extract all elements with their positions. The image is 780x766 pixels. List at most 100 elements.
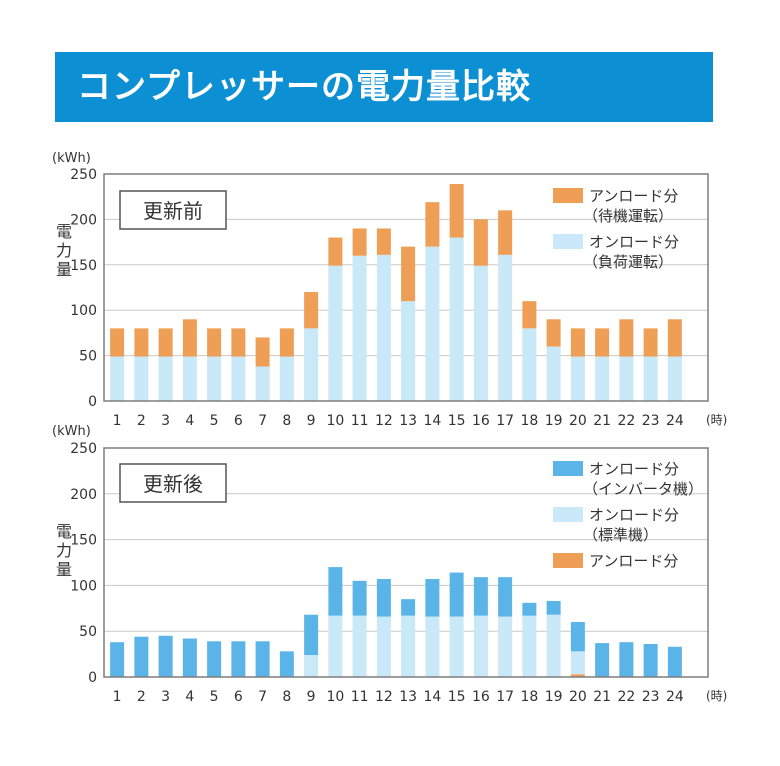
panel-1-bar-segment	[376, 228, 391, 255]
panel-2-y-tick-label: 250	[70, 441, 97, 457]
panel-2-bar-segment	[279, 651, 294, 677]
panel-1-x-tick-label: 9	[307, 413, 316, 429]
panel-2-legend-sublabel: （インバータ機）	[583, 480, 703, 498]
panel-1-bar-segment	[255, 337, 270, 367]
panel-2-legend-swatch	[553, 553, 583, 568]
panel-1-bar-segment	[425, 202, 440, 247]
panel-2-bar-segment	[643, 644, 658, 677]
panel-2-x-tick-label: 8	[282, 689, 291, 705]
panel-1-y-tick-label: 150	[70, 258, 97, 274]
panel-1-x-tick-label: 1	[113, 413, 122, 429]
panel-1-bar-segment	[401, 301, 416, 401]
panel-1-bar-segment	[110, 356, 125, 401]
panel-2-bar-segment	[570, 651, 585, 675]
panel-1-bar-segment	[134, 356, 149, 401]
panel-2-x-tick-label: 7	[258, 689, 267, 705]
panel-2-bar-segment	[473, 577, 488, 616]
panel-1-x-tick-label: 14	[423, 413, 441, 429]
panel-2-bar-segment	[255, 641, 270, 677]
panel-2-bar-segment	[304, 614, 319, 656]
panel-2-bar-segment	[182, 638, 197, 677]
panel-2-x-tick-label: 12	[375, 689, 393, 705]
panel-1-y-axis-label: 力	[56, 241, 72, 260]
panel-1-bar-segment	[110, 328, 125, 357]
panel-2-bar-segment	[158, 635, 173, 677]
panel-2-y-tick-label: 150	[70, 533, 97, 549]
panel-2-bar-segment	[207, 641, 222, 677]
panel-1-legend-label: アンロード分	[589, 187, 678, 205]
panel-1-bar-segment	[643, 356, 658, 401]
panel-1-bar-segment	[279, 328, 294, 357]
panel-2-y-tick-label: 100	[70, 578, 97, 594]
panel-1-x-tick-label: 11	[351, 413, 369, 429]
panel-2-bar-segment	[376, 616, 391, 677]
panel-1-bar-segment	[498, 254, 513, 401]
panel-1-x-tick-label: 16	[472, 413, 490, 429]
panel-2-legend-label: オンロード分	[589, 460, 679, 478]
panel-1-x-tick-label: 6	[234, 413, 243, 429]
panel-1-bar-segment	[279, 356, 294, 401]
panel-2-bar-segment	[449, 616, 464, 677]
panel-2-x-unit-label: (時)	[706, 689, 727, 703]
panel-1-bar-segment	[667, 319, 682, 357]
panel-2-legend-swatch	[553, 461, 583, 476]
panel-1-legend-label: オンロード分	[589, 233, 679, 251]
panel-1-bar-segment	[352, 255, 367, 401]
panel-2-bar-segment	[231, 641, 246, 677]
page-title: コンプレッサーの電力量比較	[77, 67, 531, 107]
panel-1-bar-segment	[255, 366, 270, 401]
panel-1-y-tick-label: 200	[70, 212, 97, 228]
panel-1-x-tick-label: 2	[137, 413, 146, 429]
panel-2-x-tick-label: 17	[496, 689, 514, 705]
panel-1-bar-segment	[376, 254, 391, 401]
panel-2-x-tick-label: 18	[520, 689, 538, 705]
panel-1-bar-segment	[304, 292, 319, 329]
panel-2-x-tick-label: 14	[423, 689, 441, 705]
panel-2-x-tick-label: 24	[666, 689, 684, 705]
panel-2-bar-segment	[570, 622, 585, 652]
panel-1-x-tick-label: 23	[642, 413, 660, 429]
panel-2-x-tick-label: 16	[472, 689, 490, 705]
panel-1-bar-segment	[352, 228, 367, 256]
panel-2-bar-segment	[401, 599, 416, 616]
panel-2-x-tick-label: 21	[593, 689, 611, 705]
panel-1-panel-label: 更新前	[143, 199, 203, 223]
panel-1-bar-segment	[473, 219, 488, 266]
panel-1-bar-segment	[570, 328, 585, 357]
panel-2-label-box	[119, 463, 227, 503]
panel-2-bar-segment	[570, 674, 585, 677]
panel-2-y-tick-label: 200	[70, 487, 97, 503]
panel-2-legend-swatch	[553, 507, 583, 522]
panel-2-bar-segment	[328, 615, 343, 677]
panel-1-bar-segment	[134, 328, 149, 357]
panel-2-x-tick-label: 4	[185, 689, 194, 705]
panel-1-bar-segment	[595, 328, 610, 357]
panel-2-x-tick-label: 23	[642, 689, 660, 705]
panel-2-bar-segment	[498, 616, 513, 677]
panel-1-y-tick-label: 100	[70, 303, 97, 319]
panel-1-label-box	[119, 190, 227, 230]
panel-2-bar-segment	[352, 580, 367, 616]
panel-1-bar-segment	[182, 356, 197, 401]
panel-1-bar-segment	[619, 319, 634, 357]
panel-2-x-tick-label: 3	[161, 689, 170, 705]
panel-1-y-tick-label: 250	[70, 167, 97, 183]
panel-1-y-tick-label: 0	[88, 394, 97, 410]
panel-1-bar-segment	[643, 328, 658, 357]
panel-1-x-tick-label: 3	[161, 413, 170, 429]
panel-1-x-tick-label: 8	[282, 413, 291, 429]
panel-2-x-tick-label: 5	[210, 689, 219, 705]
panel-1-bar-segment	[619, 356, 634, 401]
panel-1-x-tick-label: 5	[210, 413, 219, 429]
panel-2-x-tick-label: 15	[448, 689, 466, 705]
panel-1-bar-segment	[667, 356, 682, 401]
panel-1-x-tick-label: 20	[569, 413, 587, 429]
panel-2-bar-segment	[498, 577, 513, 617]
panel-1-bar-segment	[231, 356, 246, 401]
panel-1-x-unit-label: (時)	[706, 413, 727, 427]
panel-2-bar-segment	[134, 636, 149, 677]
panel-1-bar-segment	[304, 328, 319, 401]
panel-1-x-tick-label: 4	[185, 413, 194, 429]
panel-2-bar-segment	[352, 615, 367, 677]
panel-1-bar-segment	[595, 356, 610, 401]
